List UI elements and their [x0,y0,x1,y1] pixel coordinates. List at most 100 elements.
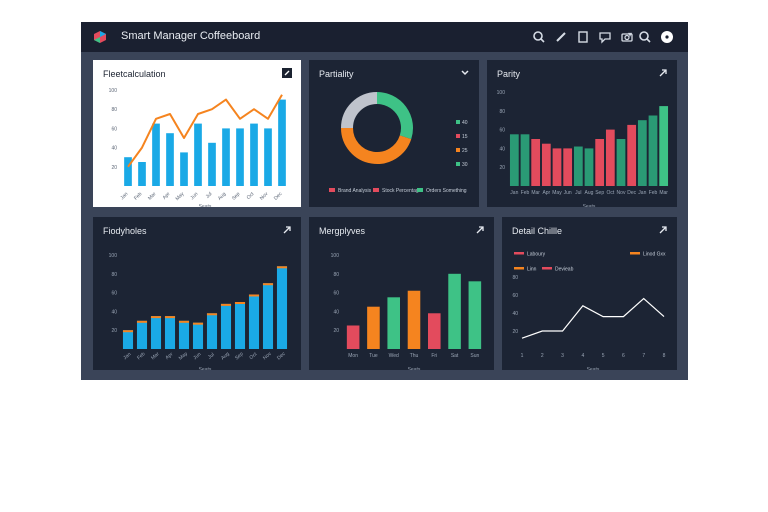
pen-icon[interactable] [553,29,569,45]
bar [138,162,146,186]
y-tick-label: 20 [499,165,505,171]
x-tick-label: Nov [262,351,273,362]
x-tick-label: Jun [192,351,202,361]
y-tick-label: 20 [111,328,117,334]
pie-slice [341,127,412,164]
legend-swatch [456,120,460,124]
bar-cap [178,320,190,323]
x-tick-label: Jan [510,190,518,196]
x-tick-label: Jun [189,191,199,201]
pie-slice [341,92,378,129]
bar-cap [136,320,148,323]
expand-icon[interactable] [657,224,669,236]
legend-swatch [514,252,524,255]
bar [220,303,232,349]
bar [136,320,148,349]
x-tick-label: Mar [147,191,158,202]
x-axis-label: Seats [583,204,596,207]
x-tick-label: 6 [622,353,625,359]
chevron-down-icon[interactable] [459,67,471,79]
legend-value: 25 [462,148,468,154]
series-line [127,94,283,168]
x-tick-label: Mar [531,190,540,196]
dashboard-window: Smart Manager Coffeeboard ▾ Fleetc [81,22,688,380]
legend-value: 15 [462,134,468,140]
x-tick-label: Wed [389,353,399,359]
app-logo-icon [94,31,106,43]
bar [648,115,658,186]
x-tick-label: Feb [521,190,530,196]
fiodyholes-chart: 20 40 60 80 100 Seats Jan Feb Mar Apr May Jun Jul Aug… [109,253,287,370]
y-tick-label: 40 [499,146,505,152]
bar [407,290,421,349]
bar [178,320,190,349]
x-tick-label: 3 [561,353,564,359]
x-tick-label: Dec [276,351,287,362]
bar [152,123,160,186]
bar [509,134,519,186]
x-tick-label: Tue [369,353,378,359]
y-tick-label: 100 [497,90,506,96]
bar [180,152,188,186]
y-tick-label: 60 [111,291,117,297]
y-tick-label: 100 [331,253,340,259]
camera-icon[interactable] [619,29,635,45]
bar [234,302,246,349]
parity-panel: Parity 20 40 60 80 100 Seats Jan Feb Mar Apr May Ju… [487,60,677,207]
bar [627,124,637,186]
x-tick-label: Dec [273,191,284,202]
mergplyves-panel: Mergplyves 20 40 60 80 100 Seats Mon Tue Wed Thu F… [309,217,494,370]
x-tick-label: Dec [627,190,636,196]
x-tick-label: Jan [122,351,132,361]
series-line [521,297,665,339]
x-tick-label: Jul [575,190,581,196]
panel-title: Parity [497,69,521,79]
legend-swatch [542,267,552,270]
x-tick-label: Oct [246,191,256,201]
bar [166,133,174,186]
x-tick-label: Sep [231,191,242,202]
search-icon-2[interactable] [637,29,653,45]
x-tick-label: Apr [164,351,174,361]
x-tick-label: Mar [150,351,161,361]
expand-icon[interactable] [474,224,486,236]
bar [278,99,286,186]
user-icon[interactable] [659,29,675,45]
document-icon[interactable] [575,29,591,45]
legend-value: 40 [462,120,468,126]
x-tick-label: Nov [617,190,626,196]
bar [124,157,132,186]
bar [541,143,551,186]
expand-icon[interactable] [281,224,293,236]
x-tick-label: May [178,351,189,362]
search-icon[interactable] [531,29,547,45]
bar [616,139,626,186]
y-tick-label: 20 [111,165,117,171]
fleetcalculation-panel: Fleetcalculation 20 40 60 80 100 Seats Jan Feb M… [93,60,301,207]
bar [208,142,216,186]
bar-cap [220,303,232,306]
legend-label: Devieab [555,267,574,273]
y-tick-label: 20 [512,329,518,335]
x-axis-label: Seats [587,367,600,370]
bar-cap [206,313,218,316]
x-tick-label: Aug [585,190,594,196]
panel-title: Partiality [319,69,354,79]
bar [122,330,134,349]
legend-swatch [514,267,524,270]
x-tick-label: Thu [410,353,419,359]
bar [236,128,244,186]
x-tick-label: Sep [234,351,245,361]
bar [150,316,162,349]
bar [584,148,594,186]
chat-icon[interactable] [597,29,613,45]
bar [637,120,647,186]
expand-icon[interactable] [281,67,293,79]
x-tick-label: Aug [217,191,228,202]
expand-icon[interactable] [657,67,669,79]
y-tick-label: 100 [109,253,118,259]
x-axis-label: Seats [199,204,212,207]
bar [250,123,258,186]
y-tick-label: 100 [109,88,118,94]
